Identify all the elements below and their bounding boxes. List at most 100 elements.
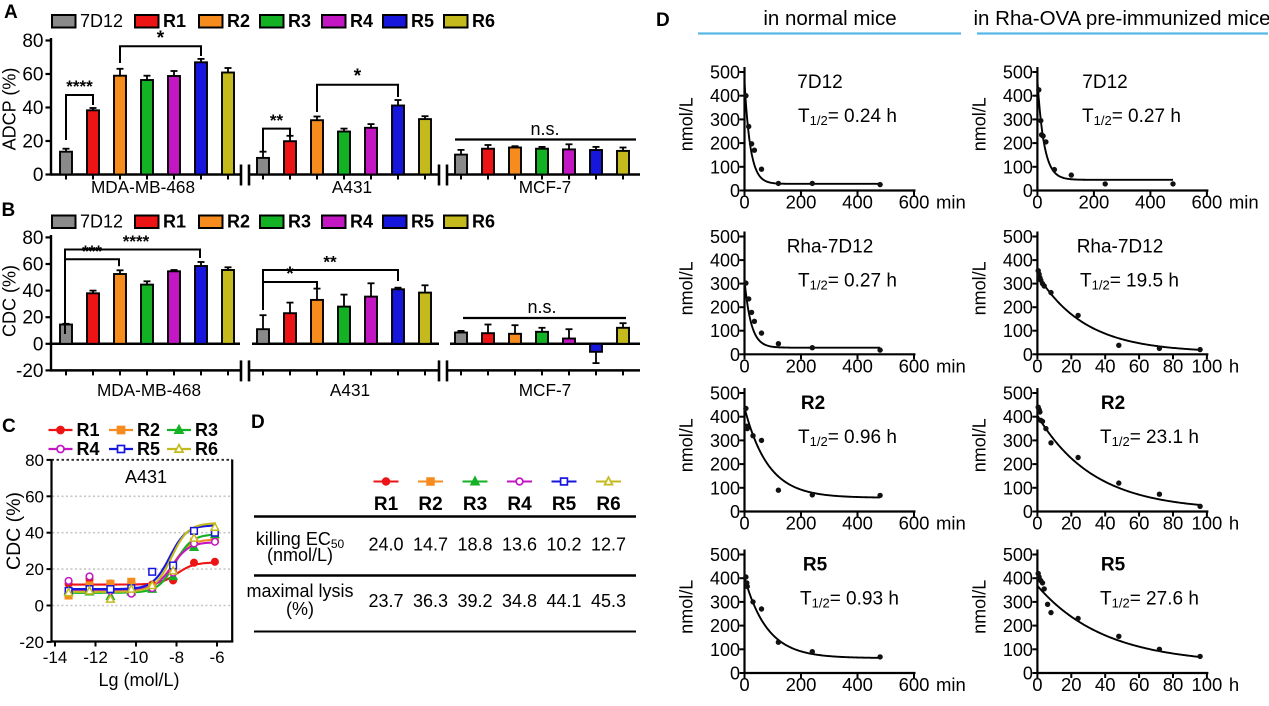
svg-text:10.2: 10.2 <box>546 535 581 555</box>
svg-text:40: 40 <box>1095 513 1116 534</box>
svg-text:600: 600 <box>899 674 930 695</box>
svg-text:500: 500 <box>710 227 740 247</box>
svg-text:****: **** <box>66 77 93 96</box>
svg-text:200: 200 <box>1003 455 1033 475</box>
svg-text:****: **** <box>123 232 150 251</box>
svg-text:100: 100 <box>710 321 740 341</box>
svg-text:100: 100 <box>1003 157 1033 177</box>
svg-text:R4: R4 <box>77 439 100 459</box>
svg-text:nmol/L: nmol/L <box>969 261 989 315</box>
svg-text:400: 400 <box>710 251 740 271</box>
svg-text:0: 0 <box>1023 181 1033 201</box>
svg-text:min: min <box>936 355 966 376</box>
svg-text:0: 0 <box>1032 674 1042 695</box>
svg-text:nmol/L: nmol/L <box>677 261 697 315</box>
svg-text:R2: R2 <box>227 11 250 31</box>
svg-text:R6: R6 <box>472 212 495 232</box>
svg-text:7D12: 7D12 <box>80 212 123 232</box>
svg-text:T1/2= 0.96 h: T1/2= 0.96 h <box>798 427 897 449</box>
svg-text:D: D <box>656 10 670 31</box>
svg-text:500: 500 <box>1003 63 1033 83</box>
svg-text:R1: R1 <box>77 420 100 440</box>
svg-text:500: 500 <box>710 63 740 83</box>
svg-text:R5: R5 <box>137 439 160 459</box>
svg-text:300: 300 <box>710 274 740 294</box>
svg-text:A: A <box>4 2 18 23</box>
svg-text:400: 400 <box>710 407 740 427</box>
svg-text:R4: R4 <box>350 212 373 232</box>
svg-text:24.0: 24.0 <box>368 535 403 555</box>
svg-text:45.3: 45.3 <box>591 591 626 611</box>
svg-text:400: 400 <box>1003 569 1033 589</box>
svg-text:100: 100 <box>710 157 740 177</box>
svg-text:min: min <box>936 513 966 534</box>
svg-text:40: 40 <box>1095 355 1116 376</box>
svg-text:0: 0 <box>730 664 740 684</box>
svg-text:300: 300 <box>1003 110 1033 130</box>
svg-text:12.7: 12.7 <box>591 535 626 555</box>
svg-text:R3: R3 <box>288 11 311 31</box>
svg-text:-10: -10 <box>124 648 149 667</box>
svg-text:0: 0 <box>730 502 740 522</box>
svg-text:R5: R5 <box>552 494 577 515</box>
svg-text:100: 100 <box>710 640 740 660</box>
svg-text:500: 500 <box>710 545 740 565</box>
svg-text:MCF-7: MCF-7 <box>519 380 572 400</box>
svg-text:0: 0 <box>730 345 740 365</box>
svg-text:100: 100 <box>1191 674 1222 695</box>
svg-text:20: 20 <box>25 560 44 579</box>
svg-text:0: 0 <box>1032 355 1042 376</box>
svg-text:300: 300 <box>1003 431 1033 451</box>
svg-text:in Rha-OVA pre-immunized mice: in Rha-OVA pre-immunized mice <box>974 7 1269 30</box>
svg-text:300: 300 <box>710 592 740 612</box>
svg-text:100: 100 <box>1191 355 1222 376</box>
svg-text:CDC (%): CDC (%) <box>3 492 25 570</box>
svg-text:20: 20 <box>1061 513 1082 534</box>
svg-text:36.3: 36.3 <box>413 591 448 611</box>
svg-text:0: 0 <box>739 513 749 534</box>
svg-text:200: 200 <box>786 192 817 213</box>
svg-text:100: 100 <box>710 478 740 498</box>
svg-text:500: 500 <box>710 384 740 404</box>
svg-text:40: 40 <box>1095 674 1116 695</box>
svg-text:0: 0 <box>1032 513 1042 534</box>
svg-text:80: 80 <box>22 228 43 249</box>
svg-text:nmol/L: nmol/L <box>969 580 989 634</box>
svg-text:***: *** <box>82 242 102 261</box>
svg-text:Rha-7D12: Rha-7D12 <box>1077 237 1164 258</box>
svg-text:*: * <box>354 66 362 87</box>
svg-text:60: 60 <box>25 487 44 506</box>
svg-text:80: 80 <box>22 31 43 52</box>
svg-text:7D12: 7D12 <box>80 11 123 31</box>
svg-text:7D12: 7D12 <box>797 72 842 93</box>
svg-text:13.6: 13.6 <box>502 535 537 555</box>
svg-text:ADCP (%): ADCP (%) <box>0 68 20 151</box>
svg-text:100: 100 <box>1191 513 1222 534</box>
svg-text:CDC (%): CDC (%) <box>0 265 20 337</box>
svg-text:-6: -6 <box>209 648 224 667</box>
svg-text:600: 600 <box>899 355 930 376</box>
svg-text:C: C <box>2 416 16 437</box>
svg-text:A431: A431 <box>125 467 167 487</box>
svg-text:20: 20 <box>22 132 43 153</box>
svg-text:min: min <box>1229 192 1259 213</box>
svg-text:0: 0 <box>33 334 44 355</box>
svg-text:500: 500 <box>1003 227 1033 247</box>
svg-text:200: 200 <box>786 355 817 376</box>
svg-text:20: 20 <box>1061 355 1082 376</box>
svg-text:nmol/L: nmol/L <box>677 580 697 634</box>
svg-text:A431: A431 <box>330 380 370 400</box>
svg-text:0: 0 <box>730 181 740 201</box>
svg-text:600: 600 <box>899 192 930 213</box>
svg-text:min: min <box>936 674 966 695</box>
svg-text:B: B <box>2 200 16 221</box>
svg-text:300: 300 <box>710 431 740 451</box>
svg-text:400: 400 <box>1135 192 1166 213</box>
svg-text:A431: A431 <box>332 177 372 197</box>
svg-text:60: 60 <box>1129 355 1150 376</box>
svg-text:h: h <box>1229 355 1239 376</box>
svg-text:**: ** <box>323 253 337 272</box>
svg-text:400: 400 <box>1003 407 1033 427</box>
svg-text:R2: R2 <box>227 212 250 232</box>
svg-text:300: 300 <box>1003 274 1033 294</box>
